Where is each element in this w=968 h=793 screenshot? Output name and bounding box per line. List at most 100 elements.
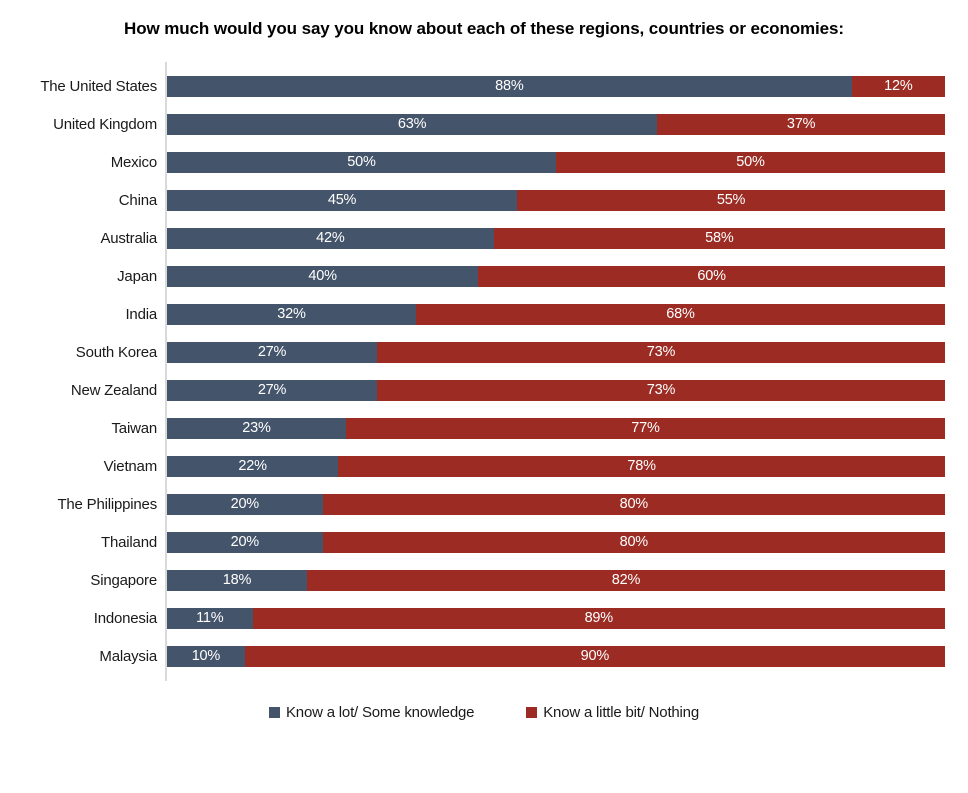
value-label: 82% xyxy=(611,572,641,589)
bar-segment-know: 42% xyxy=(167,227,494,249)
bar-segment-know: 10% xyxy=(167,645,245,667)
bar-segment-nothing: 80% xyxy=(322,531,945,553)
legend-swatch xyxy=(269,707,280,719)
bar-segment-know: 22% xyxy=(167,455,339,477)
value-label: 20% xyxy=(230,496,260,513)
bar-row: United Kingdom 63% 37% xyxy=(0,105,968,143)
bar-segment-nothing: 55% xyxy=(517,189,945,211)
bar-segment-know: 63% xyxy=(167,113,658,135)
bar-row: Singapore 18% 82% xyxy=(0,561,968,599)
category-label: Mexico xyxy=(110,153,158,171)
bar-segment-nothing: 37% xyxy=(657,113,945,135)
bar-row: Vietnam 22% 78% xyxy=(0,447,968,485)
value-label: 40% xyxy=(308,268,337,285)
bar-row: Mexico 50% 50% xyxy=(0,143,968,181)
bar-segment-know: 27% xyxy=(167,379,378,401)
category-label: New Zealand xyxy=(70,381,157,399)
bar-segment-nothing: 82% xyxy=(307,569,945,591)
bar-segment-nothing: 73% xyxy=(377,379,945,401)
value-label: 12% xyxy=(884,78,913,95)
bar-track: 27% 73% xyxy=(167,341,945,363)
bar-segment-know: 18% xyxy=(167,569,308,591)
bar-row: The United States 88% 12% xyxy=(0,67,968,105)
bar-segment-know: 32% xyxy=(167,303,416,325)
bar-track: 40% 60% xyxy=(167,265,945,287)
value-label: 18% xyxy=(222,572,252,589)
bar-segment-know: 50% xyxy=(167,151,556,173)
bar-row: Indonesia 11% 89% xyxy=(0,599,968,637)
value-label: 80% xyxy=(619,496,649,513)
bar-track: 42% 58% xyxy=(167,227,945,249)
legend-swatch xyxy=(526,707,538,719)
bar-row: Thailand 20% 80% xyxy=(0,523,968,561)
bar-segment-know: 88% xyxy=(167,75,852,97)
bar-segment-nothing: 78% xyxy=(338,455,945,477)
category-label: Thailand xyxy=(101,533,157,551)
value-label: 88% xyxy=(495,78,524,95)
bar-row: The Philippines 20% 80% xyxy=(0,485,968,523)
value-label: 32% xyxy=(277,306,306,323)
value-label: 22% xyxy=(238,458,267,475)
value-label: 90% xyxy=(580,648,610,665)
value-label: 27% xyxy=(257,382,287,399)
bar-segment-nothing: 80% xyxy=(322,493,945,515)
plot-area: The United States 88% 12% United Kingdom 63%… xyxy=(0,62,968,682)
bar-track: 45% 55% xyxy=(167,189,945,211)
y-axis-line xyxy=(165,62,167,682)
value-label: 20% xyxy=(230,534,260,551)
bar-rows: The United States 88% 12% United Kingdom 63%… xyxy=(0,67,968,675)
bar-segment-nothing: 68% xyxy=(415,303,945,325)
bar-row: Taiwan 23% 77% xyxy=(0,409,968,447)
category-label: Taiwan xyxy=(111,419,158,437)
legend-item: Know a lot/ Some knowledge xyxy=(269,704,474,721)
value-label: 63% xyxy=(397,116,427,133)
legend-label: Know a lot/ Some knowledge xyxy=(286,704,475,722)
bar-segment-know: 40% xyxy=(167,265,479,287)
value-label: 45% xyxy=(327,192,357,209)
value-label: 37% xyxy=(786,116,816,133)
category-label: South Korea xyxy=(75,343,157,361)
legend-item: Know a little bit/ Nothing xyxy=(526,704,699,721)
value-label: 58% xyxy=(705,230,734,247)
value-label: 77% xyxy=(631,420,660,437)
value-label: 23% xyxy=(242,420,271,437)
category-label: China xyxy=(118,191,157,209)
bar-segment-know: 20% xyxy=(167,493,323,515)
bar-row: Australia 42% 58% xyxy=(0,219,968,257)
bar-row: Malaysia 10% 90% xyxy=(0,637,968,675)
category-label: Australia xyxy=(100,229,157,247)
bar-row: New Zealand 27% 73% xyxy=(0,371,968,409)
value-label: 10% xyxy=(191,648,221,665)
bar-track: 20% 80% xyxy=(167,531,945,553)
chart-container: How much would you say you know about ea… xyxy=(0,16,968,793)
bar-row: South Korea 27% 73% xyxy=(0,333,968,371)
bar-track: 50% 50% xyxy=(167,151,945,173)
category-label: Singapore xyxy=(90,571,157,589)
value-label: 68% xyxy=(666,306,695,323)
value-label: 89% xyxy=(584,610,614,627)
value-label: 50% xyxy=(347,154,376,171)
bar-segment-nothing: 89% xyxy=(252,607,945,629)
bar-segment-know: 11% xyxy=(167,607,253,629)
value-label: 78% xyxy=(627,458,656,475)
bar-segment-know: 27% xyxy=(167,341,378,363)
value-label: 73% xyxy=(646,344,676,361)
chart-title: How much would you say you know about ea… xyxy=(124,19,844,38)
bar-track: 27% 73% xyxy=(167,379,945,401)
bar-track: 32% 68% xyxy=(167,303,945,325)
category-label: Vietnam xyxy=(103,457,158,475)
value-label: 11% xyxy=(196,610,224,627)
value-label: 80% xyxy=(619,534,649,551)
bar-track: 18% 82% xyxy=(167,569,945,591)
category-label: United Kingdom xyxy=(53,115,157,133)
bar-segment-nothing: 73% xyxy=(377,341,945,363)
bar-row: India 32% 68% xyxy=(0,295,968,333)
bar-segment-nothing: 58% xyxy=(493,227,945,249)
bar-track: 11% 89% xyxy=(167,607,945,629)
bar-track: 22% 78% xyxy=(167,455,945,477)
value-label: 42% xyxy=(316,230,345,247)
bar-track: 20% 80% xyxy=(167,493,945,515)
category-label: Indonesia xyxy=(93,609,157,627)
bar-track: 10% 90% xyxy=(167,645,945,667)
category-label: The Philippines xyxy=(57,495,157,513)
